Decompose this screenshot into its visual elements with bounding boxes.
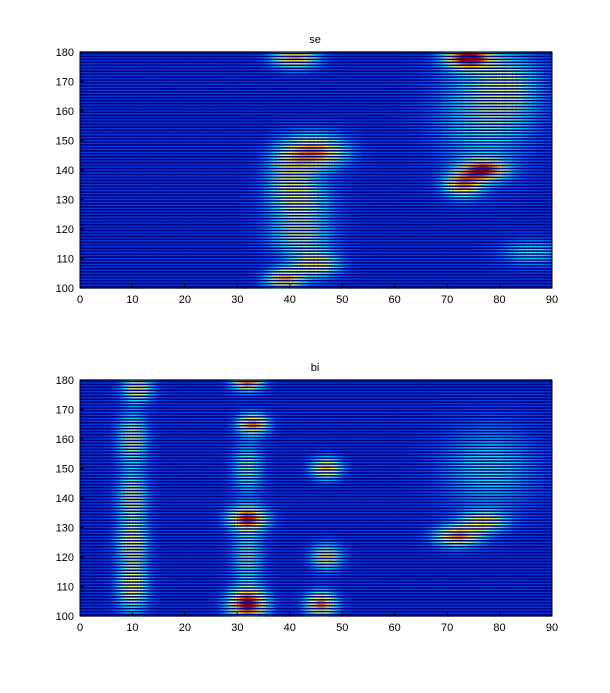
plot-area — [80, 52, 552, 288]
chart-title: se — [309, 34, 321, 46]
chart-se: se 0 10 20 30 40 50 60 70 80 90 10011012013014015… — [56, 34, 558, 306]
